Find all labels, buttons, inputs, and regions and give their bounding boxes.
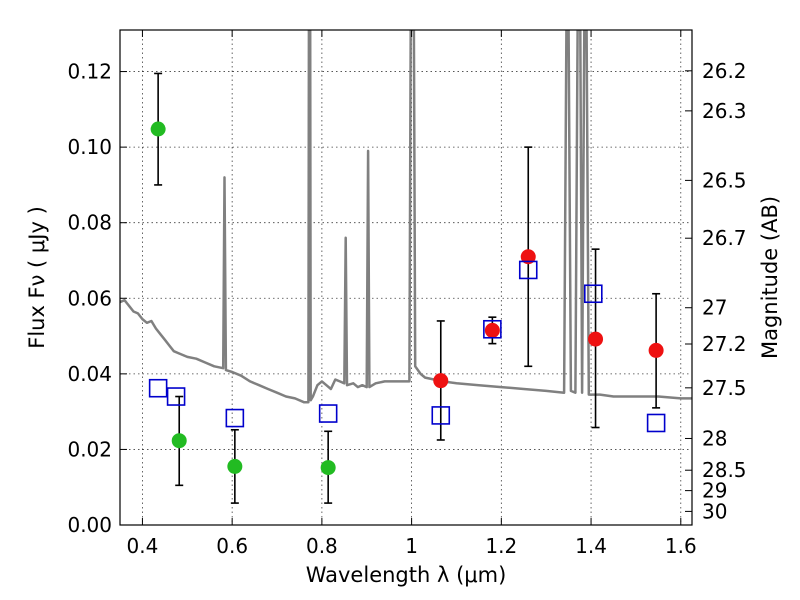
observed-data-point <box>648 342 664 358</box>
observed-data-point <box>150 121 166 137</box>
observed-data-point <box>520 249 536 265</box>
mag-tick-label: 28.5 <box>702 458 747 482</box>
x-tick-label: 0.6 <box>216 534 248 558</box>
x-tick-label: 1.2 <box>485 534 517 558</box>
observed-data-point <box>320 460 336 476</box>
y-tick-label: 0.04 <box>67 362 112 386</box>
observed-data-point <box>171 433 187 449</box>
model-photometry-square <box>431 406 451 425</box>
y-tick-label: 0.10 <box>67 135 112 159</box>
mag-tick-label: 26.3 <box>702 99 747 123</box>
x-tick-label: 1 <box>405 534 418 558</box>
model-photometry-square <box>148 378 168 398</box>
observed-data-point <box>484 322 500 338</box>
model-spectrum-line <box>120 30 692 404</box>
observed-data-point <box>588 331 604 347</box>
y-tick-label: 0.06 <box>67 286 112 310</box>
model-photometry-square <box>646 413 666 433</box>
model-photometry-square <box>483 319 502 339</box>
x-tick-label: 1.4 <box>575 534 607 558</box>
model-photometry-square <box>518 260 538 280</box>
mag-tick-label: 29 <box>702 479 727 503</box>
marker-layer <box>148 121 666 476</box>
observed-data-point <box>433 373 449 389</box>
observed-data-point <box>227 458 243 474</box>
x-axis-title: Wavelength λ (μm) <box>306 563 507 587</box>
mag-tick-label: 26.2 <box>702 59 747 83</box>
model-photometry-square <box>225 408 245 428</box>
y-tick-label: 0.08 <box>67 211 112 235</box>
right-axis-title: Magnitude (AB) <box>758 196 782 359</box>
y-tick-label: 0.02 <box>67 437 112 461</box>
tick-layer: 0.4 0.6 0.8 1 1.2 1.4 1.6 0.00 0.02 0.04 0.06 0.08 0… <box>67 30 747 558</box>
mag-tick-label: 26.5 <box>702 168 747 192</box>
x-tick-label: 1.6 <box>665 534 697 558</box>
plot-frame <box>119 29 693 526</box>
mag-tick-label: 27.5 <box>702 376 747 400</box>
model-photometry-square <box>166 387 186 406</box>
mag-tick-label: 27.2 <box>702 332 747 356</box>
mag-tick-label: 30 <box>702 499 727 523</box>
x-tick-label: 0.8 <box>306 534 338 558</box>
y-tick-label: 0.12 <box>67 60 112 84</box>
model-photometry-square <box>584 284 603 304</box>
model-photometry-square <box>318 404 338 423</box>
x-tick-label: 0.4 <box>127 534 159 558</box>
mag-tick-label: 27 <box>702 296 727 320</box>
mag-tick-label: 26.7 <box>702 226 747 250</box>
mag-tick-label: 28 <box>702 426 727 450</box>
y-tick-label: 0.00 <box>67 513 112 537</box>
y-axis-title: Flux Fν ( μJy ) <box>25 206 49 349</box>
grid-layer <box>120 30 692 526</box>
spectrum-layer <box>120 30 692 404</box>
